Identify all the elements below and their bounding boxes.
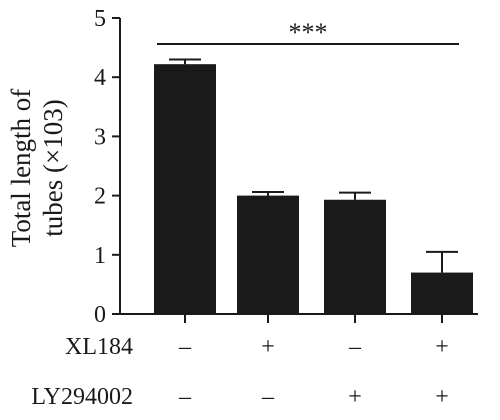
bar: [324, 199, 386, 314]
y-axis-label-line2: tubes (×103): [38, 99, 68, 236]
y-axis-label-line1: Total length of: [6, 89, 36, 248]
condition-mark: +: [435, 334, 449, 360]
condition-mark: +: [435, 384, 449, 410]
y-tick-label: 3: [94, 124, 106, 150]
y-tick-label: 0: [94, 302, 106, 328]
error-bars: [169, 58, 458, 273]
y-tick-label: 5: [94, 6, 106, 32]
bars: [154, 64, 473, 315]
significance-label: ***: [289, 18, 328, 47]
y-tick-label: 4: [94, 65, 106, 91]
bar: [237, 195, 299, 314]
condition-mark: +: [261, 334, 275, 360]
condition-mark: –: [348, 334, 362, 360]
condition-name: XL184: [65, 334, 133, 360]
y-tick-label: 2: [94, 184, 106, 210]
significance-annotation: ***: [157, 18, 459, 47]
y-tick-label: 1: [94, 243, 106, 269]
condition-mark: –: [178, 334, 192, 360]
bar: [154, 64, 216, 315]
y-axis-label: Total length of tubes (×103): [6, 89, 68, 248]
condition-mark: +: [348, 384, 362, 410]
condition-table: XL184 – + – + LY294002 – – + +: [31, 334, 448, 410]
condition-name: LY294002: [31, 384, 133, 410]
condition-mark: –: [261, 384, 275, 410]
condition-mark: –: [178, 384, 192, 410]
bar: [411, 272, 473, 314]
